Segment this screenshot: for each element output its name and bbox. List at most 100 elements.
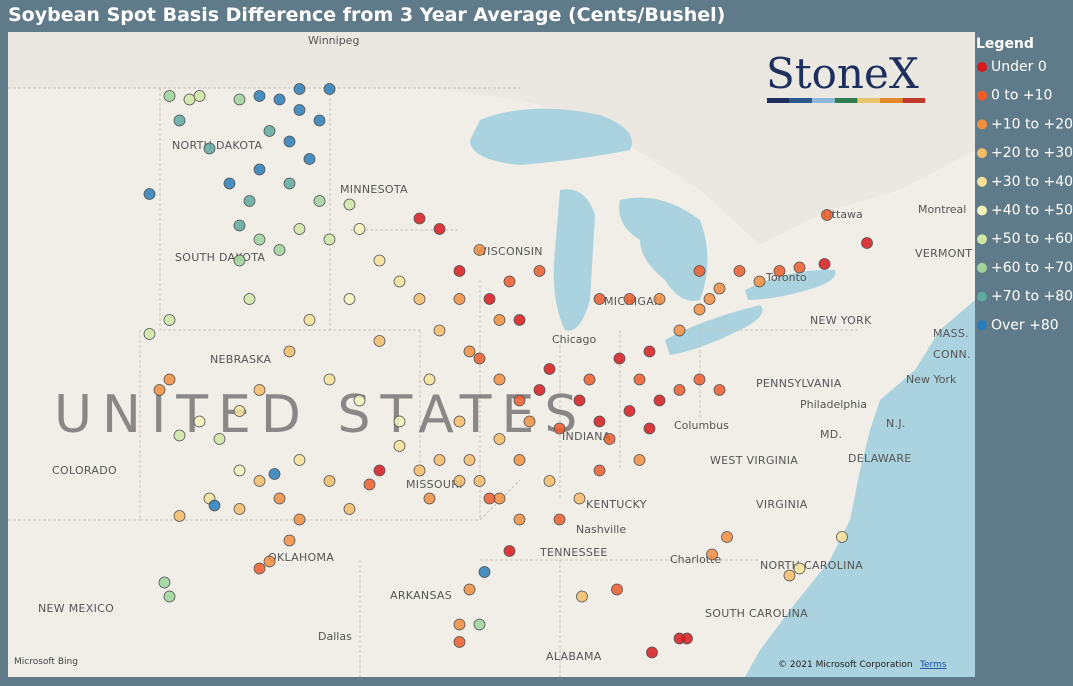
data-point[interactable] — [693, 373, 706, 386]
data-point[interactable] — [253, 384, 266, 396]
data-point[interactable] — [713, 282, 726, 295]
data-point[interactable] — [158, 576, 171, 589]
data-point[interactable] — [576, 590, 588, 603]
data-point[interactable] — [483, 492, 496, 505]
data-point[interactable] — [513, 454, 526, 466]
data-point[interactable] — [163, 314, 176, 326]
data-point[interactable] — [633, 454, 646, 466]
data-point[interactable] — [273, 244, 286, 256]
data-point[interactable] — [818, 258, 831, 270]
data-point[interactable] — [453, 618, 466, 631]
data-point[interactable] — [373, 335, 386, 347]
data-point[interactable] — [423, 492, 436, 505]
data-point[interactable] — [153, 384, 166, 396]
data-point[interactable] — [633, 373, 646, 386]
data-point[interactable] — [293, 223, 306, 235]
data-point[interactable] — [353, 394, 366, 407]
data-point[interactable] — [433, 454, 446, 466]
data-point[interactable] — [373, 464, 386, 477]
data-point[interactable] — [393, 440, 406, 452]
data-point[interactable] — [323, 233, 336, 246]
data-point[interactable] — [463, 583, 476, 596]
data-point[interactable] — [593, 464, 606, 477]
data-point[interactable] — [473, 618, 486, 631]
data-point[interactable] — [646, 646, 658, 659]
data-point[interactable] — [643, 345, 656, 358]
data-point[interactable] — [721, 531, 733, 543]
data-point[interactable] — [343, 503, 356, 515]
data-point[interactable] — [553, 513, 566, 526]
data-point[interactable] — [373, 254, 386, 267]
data-point[interactable] — [293, 83, 306, 95]
data-point[interactable] — [233, 405, 246, 417]
data-point[interactable] — [793, 261, 806, 274]
data-point[interactable] — [233, 254, 246, 267]
data-point[interactable] — [273, 492, 286, 505]
data-point[interactable] — [773, 265, 786, 277]
data-point[interactable] — [283, 534, 296, 547]
data-point[interactable] — [163, 590, 176, 603]
data-point[interactable] — [143, 328, 156, 340]
data-point[interactable] — [353, 223, 366, 235]
data-point[interactable] — [543, 475, 556, 487]
data-point[interactable] — [783, 569, 796, 582]
data-point[interactable] — [793, 562, 806, 575]
data-point[interactable] — [413, 464, 426, 477]
data-point[interactable] — [836, 531, 848, 543]
data-point[interactable] — [533, 265, 546, 277]
data-point[interactable] — [478, 566, 491, 578]
data-point[interactable] — [673, 324, 686, 337]
data-point[interactable] — [243, 195, 256, 207]
data-point[interactable] — [363, 478, 376, 491]
data-point[interactable] — [163, 373, 176, 386]
data-point[interactable] — [143, 188, 156, 200]
data-point[interactable] — [303, 153, 316, 165]
data-point[interactable] — [533, 384, 546, 396]
data-point[interactable] — [703, 293, 716, 305]
data-point[interactable] — [503, 275, 516, 288]
data-point[interactable] — [573, 394, 586, 407]
data-point[interactable] — [653, 394, 666, 407]
data-point[interactable] — [253, 562, 266, 575]
data-point[interactable] — [513, 314, 526, 326]
data-point[interactable] — [253, 163, 266, 176]
data-point[interactable] — [433, 223, 446, 235]
data-point[interactable] — [493, 433, 506, 445]
data-point[interactable] — [473, 352, 486, 365]
data-point[interactable] — [343, 293, 356, 305]
data-point[interactable] — [493, 373, 506, 386]
data-point[interactable] — [203, 142, 216, 155]
data-point[interactable] — [493, 492, 506, 505]
data-point[interactable] — [503, 545, 516, 557]
data-point[interactable] — [273, 93, 286, 106]
data-point[interactable] — [861, 237, 873, 249]
data-point[interactable] — [413, 293, 426, 305]
data-point[interactable] — [193, 90, 206, 102]
data-point[interactable] — [523, 415, 536, 428]
data-point[interactable] — [573, 492, 586, 505]
data-point[interactable] — [413, 212, 426, 225]
data-point[interactable] — [263, 555, 276, 568]
data-point[interactable] — [473, 244, 486, 256]
data-point[interactable] — [173, 510, 186, 522]
data-point[interactable] — [463, 345, 476, 358]
data-point[interactable] — [283, 345, 296, 358]
data-point[interactable] — [263, 125, 276, 137]
data-point[interactable] — [463, 454, 476, 466]
data-point[interactable] — [208, 499, 221, 512]
data-point[interactable] — [233, 219, 246, 232]
data-point[interactable] — [453, 265, 466, 277]
data-point[interactable] — [543, 363, 556, 375]
data-point[interactable] — [233, 503, 246, 515]
data-point[interactable] — [706, 548, 718, 561]
data-point[interactable] — [513, 394, 526, 407]
data-point[interactable] — [173, 114, 186, 127]
data-point[interactable] — [323, 373, 336, 386]
data-point[interactable] — [611, 583, 623, 596]
terms-link[interactable]: Terms — [919, 660, 947, 670]
data-point[interactable] — [213, 433, 226, 445]
data-point[interactable] — [453, 415, 466, 428]
data-point[interactable] — [183, 93, 196, 106]
data-point[interactable] — [253, 475, 266, 487]
data-point[interactable] — [681, 632, 693, 645]
